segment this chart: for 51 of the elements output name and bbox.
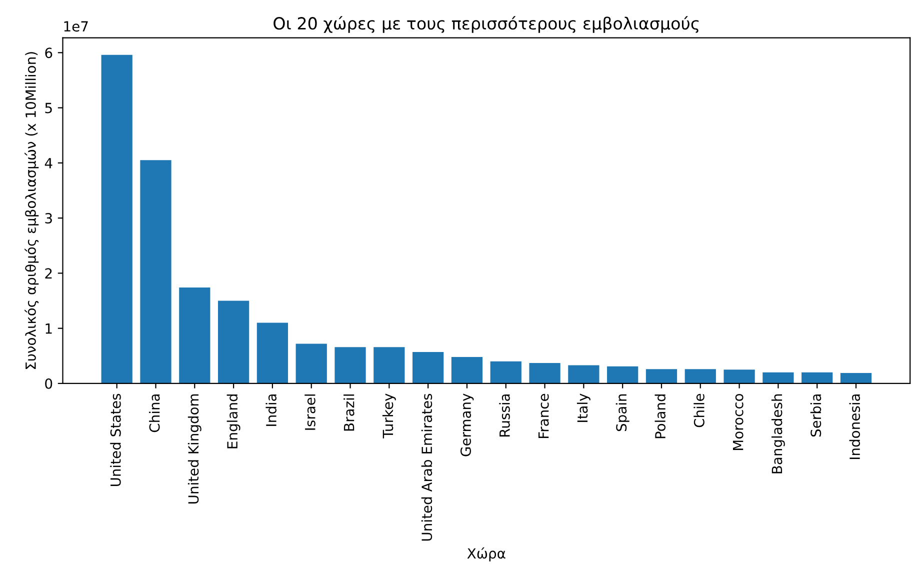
bar: [684, 369, 716, 384]
y-tick-label: 1: [46, 323, 52, 334]
x-tick-label: England: [226, 394, 240, 448]
chart-title: Οι 20 χώρες με τους περισσότερους εμβολιασμούς: [274, 16, 699, 33]
bar: [218, 300, 250, 384]
x-tick-label: Morocco: [733, 394, 744, 450]
x-tick-label: Poland: [654, 394, 666, 438]
bar: [490, 361, 522, 384]
bar: [802, 372, 833, 384]
x-tick-label: Turkey: [382, 394, 396, 438]
bar: [256, 322, 288, 384]
y-tick-label: 6: [45, 48, 52, 58]
bar: [140, 160, 172, 384]
x-tick-label: India: [266, 394, 276, 426]
x-tick-label: United Arab Emirates: [421, 394, 432, 541]
bar: [762, 372, 794, 384]
x-tick-label: Bangladesh: [771, 394, 785, 474]
text: 1e7: [64, 21, 88, 32]
y-tick-label: 0: [45, 378, 52, 389]
bar: [101, 54, 132, 384]
bar: [568, 365, 600, 384]
x-tick-label: Indonesia: [849, 394, 860, 459]
bar: [840, 372, 872, 384]
bar: [529, 363, 560, 384]
x-tick-label: Serbia: [810, 394, 822, 437]
bar: [646, 369, 678, 384]
x-tick-label: Israel: [304, 394, 316, 430]
x-tick-label: Spain: [616, 394, 630, 432]
y-tick-label: 2: [45, 268, 52, 278]
y-tick-label: 5: [45, 102, 52, 114]
x-tick-label: United States: [110, 394, 121, 486]
x-tick-label: France: [538, 394, 549, 438]
x-tick-label: United Kingdom: [188, 394, 202, 504]
x-tick-label: Russia: [499, 394, 510, 436]
bar: [296, 344, 327, 384]
x-tick-label: Germany: [460, 394, 474, 456]
bar: [412, 352, 444, 384]
x-tick-label: Brazil: [344, 394, 354, 431]
y-tick-label: 4: [44, 158, 52, 168]
bar: [334, 347, 366, 384]
x-axis-title: Χώρα: [467, 547, 506, 562]
bar: [374, 347, 405, 384]
x-tick-label: Chile: [694, 394, 704, 428]
x-tick-label: China: [149, 394, 160, 432]
y-axis-title: Συνολικός αριθμός εμβολιασμών (x 10Million): [24, 52, 39, 369]
x-tick-label: Italy: [576, 394, 590, 422]
bar: [179, 288, 210, 384]
y-tick-label: 3: [45, 213, 52, 224]
bar: [607, 366, 638, 384]
bar: [451, 356, 483, 384]
bar: [724, 370, 755, 384]
